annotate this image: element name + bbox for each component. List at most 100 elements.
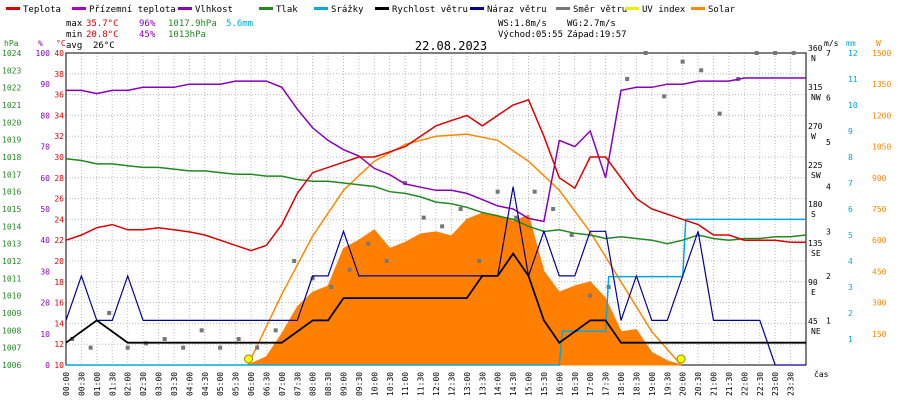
x-tick-label: 06:00 [247, 372, 256, 396]
press-tick: 1022 [2, 84, 21, 93]
temp-tick: 12 [54, 340, 64, 349]
wind-tick: 4 [826, 183, 831, 192]
press-tick: 1006 [2, 361, 21, 370]
x-tick-label: 21:30 [725, 372, 734, 396]
stat-max-press: 1017.9hPa [168, 19, 217, 29]
wind-direction-point [273, 328, 278, 333]
wind-tick: 1 [826, 316, 831, 325]
legend-label: Tlak [276, 5, 298, 15]
x-tick-label: 15:00 [525, 372, 534, 396]
stats-block: max 35.7°C 96% 1017.9hPa 5.6mm min 20.8°… [66, 19, 627, 51]
wind-direction-point [458, 207, 463, 211]
x-tick-label: 10:30 [386, 372, 395, 396]
hum-tick: 100 [36, 49, 51, 58]
hum-tick: 60 [40, 174, 50, 183]
solar-tick: 1200 [872, 111, 891, 120]
wind-direction-point [310, 276, 315, 281]
hum-tick: 70 [40, 143, 50, 152]
temp-tick: 10 [54, 361, 64, 370]
x-tick-label: 12:00 [432, 372, 441, 396]
legend-swatch [470, 7, 484, 10]
x-tick-label: 02:30 [139, 372, 148, 396]
legend-label: Vlhkost [195, 5, 233, 15]
x-tick-label: 11:30 [417, 372, 426, 396]
legend-swatch [6, 7, 20, 10]
x-tick-label: 20:30 [694, 372, 703, 396]
wind-direction-point [88, 345, 93, 350]
x-tick-label: 07:30 [293, 372, 302, 396]
x-tick-label: 03:00 [155, 372, 164, 396]
wind-direction-point [236, 337, 241, 341]
stat-wg: WG:2.7m/s [567, 19, 616, 29]
x-tick-label: 18:30 [632, 372, 641, 396]
hum-tick: 10 [40, 330, 50, 339]
x-tick-label: 03:30 [170, 372, 179, 396]
press-tick: 1024 [2, 49, 21, 58]
wind-tick: 7 [826, 49, 831, 58]
rain-tick: 8 [848, 153, 853, 162]
stat-min-hum: 45% [139, 30, 156, 40]
press-tick: 1018 [2, 153, 21, 162]
wind-tick: 2 [826, 272, 831, 281]
temp-tick: 30 [54, 153, 64, 162]
legend-swatch [625, 7, 639, 10]
press-tick: 1019 [2, 136, 21, 145]
legend-swatch [375, 7, 389, 10]
wind-direction-point [107, 311, 112, 315]
wind-direction-point [125, 345, 130, 350]
legend-swatch [178, 7, 192, 10]
wind-direction-point [514, 215, 519, 220]
right-axes: m/s mm W [824, 39, 881, 48]
legend-label: Přízemní teplota [89, 5, 176, 15]
rain-tick: 10 [848, 101, 858, 110]
x-tick-label: 00:30 [77, 372, 86, 396]
wind-direction-point [773, 51, 778, 55]
rain-tick: 3 [848, 283, 853, 292]
wind-direction-point [662, 94, 667, 99]
wind-direction-point [588, 293, 593, 298]
solar-tick: 750 [872, 205, 887, 214]
x-tick-label: 23:00 [771, 372, 780, 396]
x-tick-label: 10:00 [370, 372, 379, 396]
legend-swatch [691, 7, 705, 10]
temp-tick: 36 [54, 91, 64, 100]
temp-tick: 24 [54, 215, 64, 224]
legend-label: Srážky [331, 5, 364, 15]
x-tick-label: 08:30 [324, 372, 333, 396]
wind-direction-point [569, 233, 574, 237]
press-unit: hPa [4, 39, 19, 48]
series-solar-theoretical [247, 133, 682, 366]
left-axes: hPa % °C [4, 39, 66, 48]
stat-sunrise: Východ:05:55 [498, 30, 563, 40]
press-tick: 1013 [2, 240, 21, 249]
x-tick-label: 16:30 [571, 372, 580, 396]
stat-max-hum: 96% [139, 19, 156, 29]
x-tick-label: 07:00 [278, 372, 287, 396]
plot-area: 00:00 00:30 01:00 01:30 02:00 02:30 03:00 03:30… [2, 44, 891, 396]
dir-tick: 315 [808, 83, 823, 92]
stat-min-press: 1013hPa [168, 30, 206, 40]
legend-label: UV index [642, 5, 686, 15]
wind-unit: m/s [824, 39, 839, 48]
dir-compass: W [811, 132, 816, 141]
x-tick-label: 13:30 [478, 372, 487, 396]
wind-direction-point [162, 337, 167, 341]
legend: Teplota Přízemní teplota Vlhkost Tlak Srážky… [6, 5, 736, 15]
x-tick-label: 15:30 [540, 372, 549, 396]
x-tick-label: 19:30 [663, 372, 672, 396]
hum-tick: 0 [45, 361, 50, 370]
hum-tick: 90 [40, 80, 50, 89]
dir-compass: NE [811, 327, 821, 336]
dir-tick: 180 [808, 200, 823, 209]
dir-compass: SE [811, 249, 821, 258]
dir-tick: 360 [808, 44, 823, 53]
hum-tick: 80 [40, 111, 50, 120]
press-tick: 1023 [2, 66, 21, 75]
rain-unit: mm [846, 39, 856, 48]
wind-direction-point [292, 259, 297, 263]
x-tick-label: 02:00 [124, 372, 133, 396]
press-tick: 1015 [2, 205, 21, 214]
x-tick-label: 18:00 [617, 372, 626, 396]
legend-label: Solar [708, 5, 736, 15]
dir-tick: 270 [808, 122, 823, 131]
